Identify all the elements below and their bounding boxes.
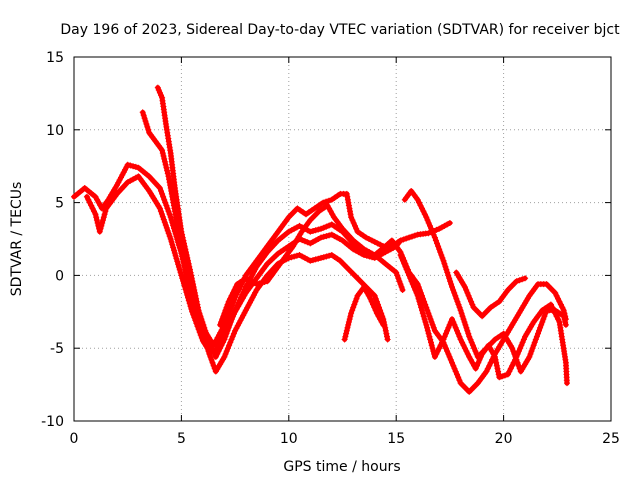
y-axis-label: SDTVAR / TECUs	[9, 182, 25, 297]
x-tick-label: 10	[280, 431, 298, 447]
plus-markers	[83, 173, 404, 355]
y-tick-label: -10	[41, 414, 64, 430]
x-axis-label: GPS time / hours	[283, 459, 400, 475]
x-tick-label: 20	[495, 431, 513, 447]
series-markers	[341, 284, 387, 343]
y-tick-labels: -10 -5 0 5 10 15	[41, 50, 64, 430]
axis-ticks	[73, 56, 612, 422]
data-series	[71, 84, 570, 395]
series-track-a	[71, 161, 453, 349]
series-line	[84, 173, 403, 354]
plus-markers	[453, 269, 529, 320]
chart-title: Day 196 of 2023, Sidereal Day-to-day VTE…	[60, 22, 620, 38]
y-tick-label: 0	[55, 268, 64, 284]
series-markers	[453, 269, 529, 320]
x-tick-label: 15	[387, 431, 405, 447]
x-tick-labels: 0 5 10 15 20 25	[70, 431, 620, 447]
grid-lines	[74, 57, 611, 421]
series-track-i	[341, 284, 387, 343]
x-tick-label: 5	[177, 431, 186, 447]
y-tick-label: -5	[50, 341, 64, 357]
plus-markers	[397, 252, 570, 387]
y-tick-label: 5	[55, 196, 64, 212]
plot-frame	[73, 56, 612, 422]
y-tick-label: 15	[46, 50, 64, 66]
x-tick-label: 25	[602, 431, 620, 447]
series-markers	[83, 173, 404, 355]
series-track-h	[453, 269, 529, 320]
series-markers	[397, 252, 570, 387]
series-track-g	[397, 252, 570, 387]
plus-markers	[341, 284, 387, 343]
plus-markers	[71, 161, 453, 349]
y-tick-label: 10	[46, 123, 64, 139]
series-markers	[71, 161, 453, 349]
x-tick-label: 0	[70, 431, 79, 447]
series-track-b	[83, 173, 404, 355]
